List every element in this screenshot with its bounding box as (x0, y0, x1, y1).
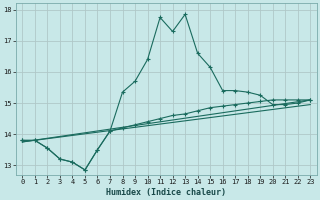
X-axis label: Humidex (Indice chaleur): Humidex (Indice chaleur) (106, 188, 226, 197)
